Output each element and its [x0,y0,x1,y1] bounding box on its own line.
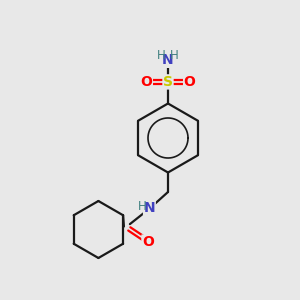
Text: N: N [144,202,155,215]
Text: H: H [138,200,147,214]
Text: H: H [157,49,166,62]
Text: S: S [163,75,173,89]
Text: H: H [170,49,179,62]
Text: O: O [184,75,196,89]
Text: N: N [162,53,174,67]
Text: O: O [142,235,154,249]
Text: O: O [140,75,152,89]
